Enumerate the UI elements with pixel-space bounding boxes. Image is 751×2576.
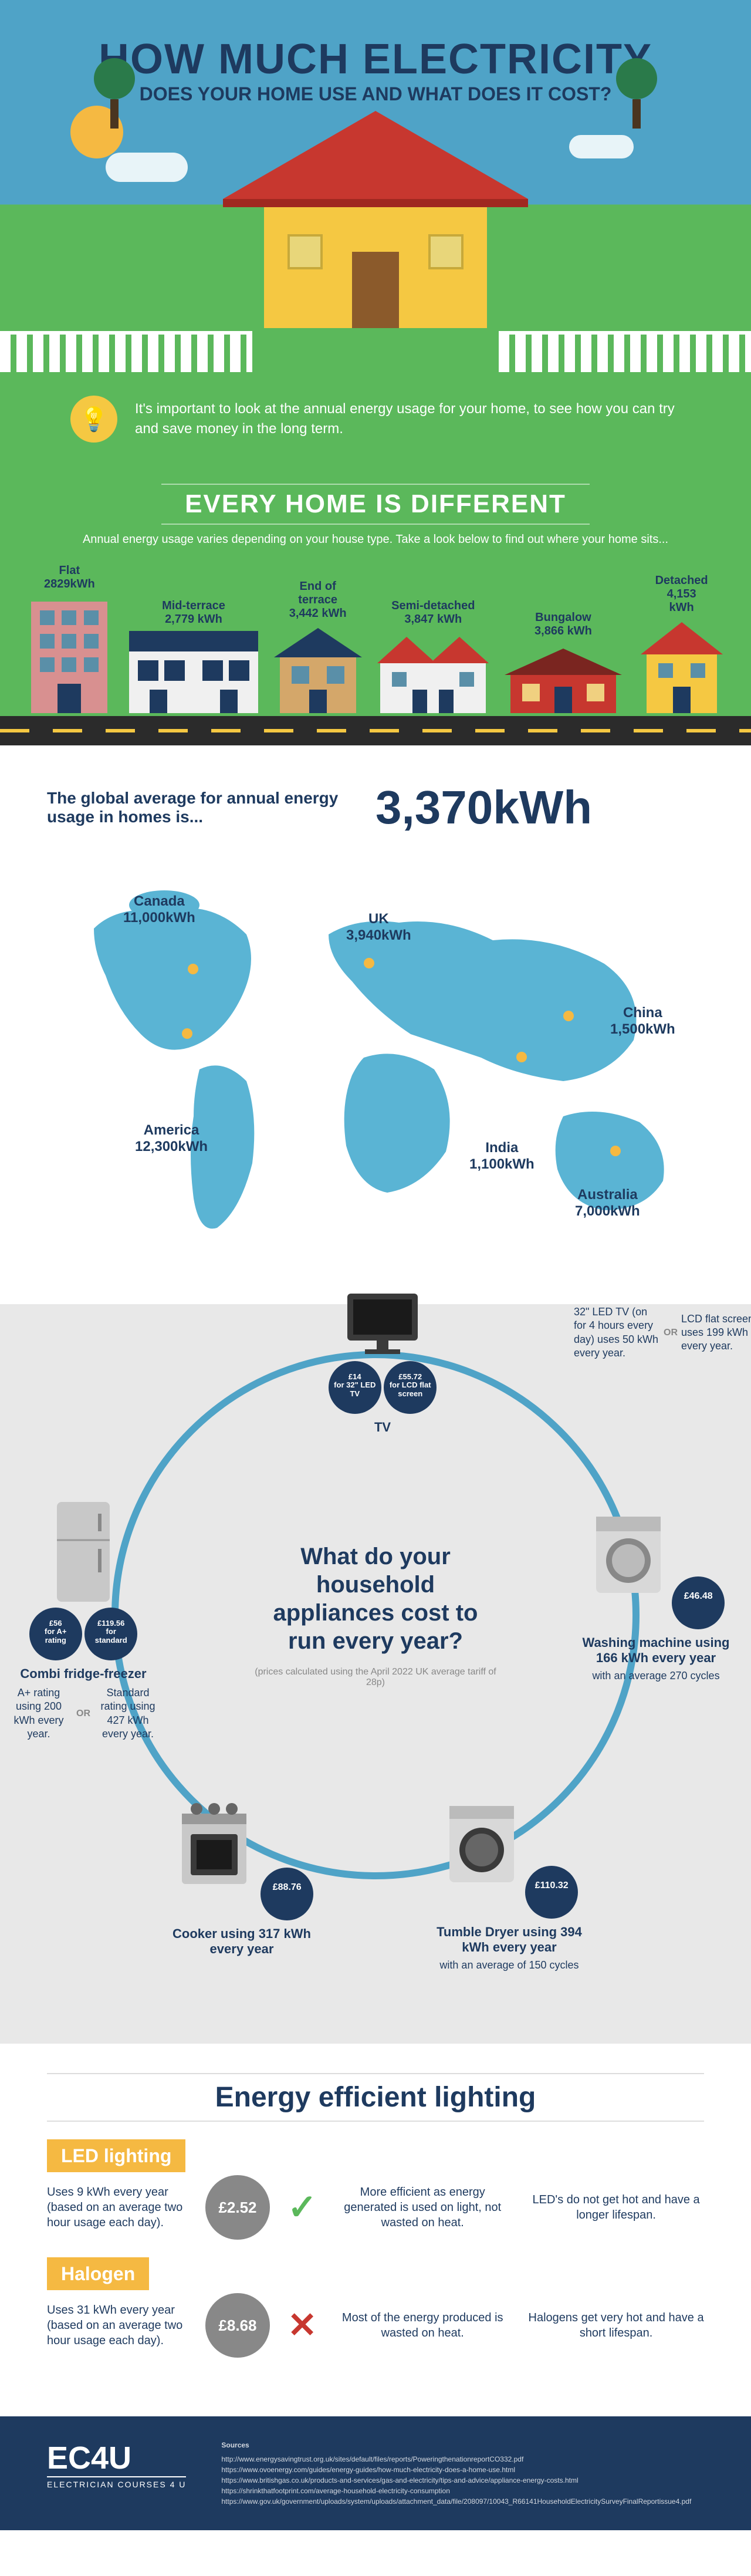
cooker-icon	[170, 1802, 258, 1890]
map-dot	[188, 964, 198, 974]
appliance-fridge: £56 for A+ rating £119.56 for standard C…	[7, 1499, 160, 1741]
halogen-price-bulb: £8.68	[205, 2293, 270, 2358]
appliance-dryer: £110.32 Tumble Dryer using 394 kWh every…	[433, 1800, 586, 1972]
map-dot	[516, 1052, 527, 1062]
appliance-tv: £14 for 32" LED TV £55.72 for LCD flat s…	[306, 1288, 459, 1439]
fridge-icon	[51, 1499, 116, 1605]
map-dot	[610, 1146, 621, 1156]
endterrace-icon	[274, 625, 362, 713]
washer-badge: £46.48	[672, 1576, 725, 1629]
map-dot	[182, 1028, 192, 1039]
homes-title: EVERY HOME IS DIFFERENT	[161, 484, 590, 525]
global-text: The global average for annual energy usa…	[47, 789, 352, 826]
homes-subtitle: Annual energy usage varies depending on …	[0, 533, 751, 546]
cross-icon: ✕	[287, 2305, 317, 2346]
home-midterrace: Mid-terrace 2,779 kWh	[129, 599, 258, 716]
sources: Sources http://www.energysavingtrust.org…	[221, 2440, 691, 2507]
map-label: Australia 7,000kWh	[575, 1187, 640, 1220]
footer-logo-block: EC4U ELECTRICIAN COURSES 4 U	[47, 2440, 186, 2507]
map-label: India 1,100kWh	[469, 1140, 535, 1173]
tv-badge-1: £14 for 32" LED TV	[329, 1361, 381, 1414]
map-label: Canada 11,000kWh	[123, 893, 195, 926]
homes-section: EVERY HOME IS DIFFERENT Annual energy us…	[0, 466, 751, 745]
home-detached: Detached 4,153 kWh	[638, 574, 726, 716]
map-label: UK 3,940kWh	[346, 911, 411, 944]
road-graphic	[0, 716, 751, 745]
lighting-section: Energy efficient lighting LED lighting U…	[0, 2044, 751, 2416]
map-label: China 1,500kWh	[610, 1005, 675, 1038]
tv-desc: 32" LED TV (on for 4 hours every day) us…	[574, 1305, 751, 1360]
footer: EC4U ELECTRICIAN COURSES 4 U Sources htt…	[0, 2416, 751, 2530]
midterrace-icon	[129, 631, 258, 713]
check-icon: ✓	[287, 2187, 317, 2228]
home-endterrace: End of terrace 3,442 kWh	[274, 580, 362, 716]
fridge-badge-2: £119.56 for standard	[84, 1608, 137, 1660]
appliance-circle: What do your household appliances cost t…	[111, 1351, 640, 1879]
tv-badge-2: £55.72 for LCD flat screen	[384, 1361, 437, 1414]
tip-text: It's important to look at the annual ene…	[135, 399, 681, 438]
appliance-center: What do your household appliances cost t…	[252, 1542, 499, 1688]
lightbulb-icon: 💡	[70, 396, 117, 443]
home-flat: Flat 2829kWh	[25, 564, 113, 716]
cooker-badge: £88.76	[261, 1868, 313, 1920]
map-label: America 12,300kWh	[135, 1122, 208, 1155]
appliance-washer: £46.48 Washing machine using 166 kWh eve…	[580, 1511, 732, 1683]
global-section: The global average for annual energy usa…	[0, 745, 751, 1304]
dryer-icon	[441, 1800, 523, 1888]
semidetached-icon	[377, 631, 489, 713]
home-semidetached: Semi-detached 3,847 kWh	[377, 599, 489, 716]
detached-icon	[638, 619, 726, 713]
hero-section: HOW MUCH ELECTRICITY DOES YOUR HOME USE …	[0, 0, 751, 372]
flat-icon	[25, 596, 113, 713]
led-price-bulb: £2.52	[205, 2175, 270, 2240]
global-value: 3,370kWh	[376, 781, 592, 835]
appliances-section: What do your household appliances cost t…	[0, 1304, 751, 2044]
home-types-row: Flat 2829kWh Mid-terrace 2,779 kWh End o…	[0, 564, 751, 716]
dryer-badge: £110.32	[525, 1866, 578, 1919]
world-map: Canada 11,000kWh UK 3,940kWh America 12,30…	[47, 858, 704, 1269]
fridge-badge-1: £56 for A+ rating	[29, 1608, 82, 1660]
halogen-row: Halogen Uses 31 kWh every year (based on…	[47, 2263, 704, 2358]
home-bungalow: Bungalow 3,866 kWh	[505, 611, 622, 716]
map-dot	[364, 958, 374, 968]
washer-icon	[587, 1511, 669, 1599]
appliance-cooker: £88.76 Cooker using 317 kWh every year	[165, 1802, 318, 1960]
bungalow-icon	[505, 643, 622, 713]
house-graphic	[264, 199, 487, 328]
led-row: LED lighting Uses 9 kWh every year (base…	[47, 2145, 704, 2240]
tv-icon	[336, 1288, 429, 1358]
lighting-title: Energy efficient lighting	[47, 2073, 704, 2122]
map-dot	[563, 1011, 574, 1021]
tip-box: 💡 It's important to look at the annual e…	[0, 372, 751, 466]
